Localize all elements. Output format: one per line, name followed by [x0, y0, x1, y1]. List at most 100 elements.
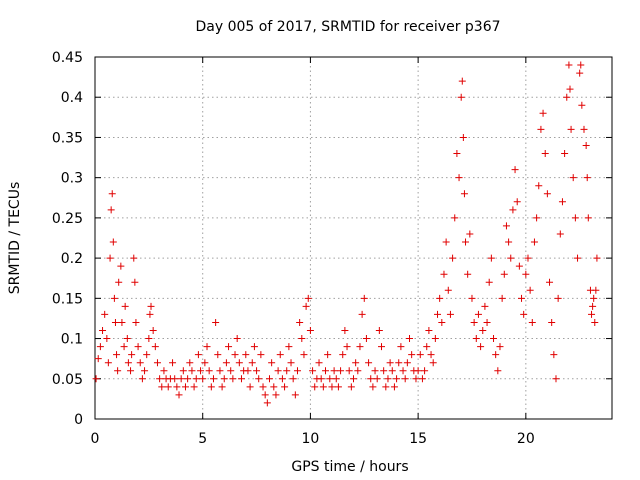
data-point	[390, 383, 398, 391]
data-point	[577, 61, 585, 69]
data-point	[146, 310, 154, 318]
data-point	[201, 359, 209, 367]
data-point	[278, 375, 286, 383]
data-point	[259, 383, 267, 391]
data-point	[132, 318, 140, 326]
data-point	[485, 278, 493, 286]
y-tick-label: 0	[74, 412, 83, 428]
data-point	[530, 238, 538, 246]
data-point	[386, 359, 394, 367]
data-point	[584, 214, 592, 222]
data-point	[246, 383, 254, 391]
data-point	[130, 254, 138, 262]
data-point	[128, 351, 136, 359]
data-point	[147, 302, 155, 310]
data-point	[414, 367, 422, 375]
data-point	[216, 367, 224, 375]
data-point	[121, 302, 129, 310]
data-point	[481, 302, 489, 310]
x-axis-label: GPS time / hours	[291, 459, 408, 475]
data-point	[272, 391, 280, 399]
data-point	[468, 294, 476, 302]
data-point	[242, 351, 250, 359]
data-point	[440, 270, 448, 278]
data-point	[507, 254, 515, 262]
data-point	[498, 294, 506, 302]
data-point	[588, 310, 596, 318]
data-point	[365, 359, 373, 367]
data-point	[397, 343, 405, 351]
data-point	[124, 359, 132, 367]
data-point	[524, 254, 532, 262]
data-point	[179, 367, 187, 375]
data-point	[492, 351, 500, 359]
data-point	[173, 383, 181, 391]
data-point	[326, 375, 334, 383]
data-point	[300, 351, 308, 359]
data-point	[515, 262, 523, 270]
data-point	[149, 327, 157, 335]
data-point	[470, 318, 478, 326]
data-point	[528, 318, 536, 326]
data-point	[188, 367, 196, 375]
data-point	[220, 375, 228, 383]
data-point	[263, 399, 271, 407]
data-point	[222, 359, 230, 367]
data-point	[151, 343, 159, 351]
data-point	[442, 238, 450, 246]
data-point	[563, 93, 571, 101]
data-point	[505, 238, 513, 246]
data-point	[283, 367, 291, 375]
data-point	[574, 254, 582, 262]
data-point	[558, 198, 566, 206]
axis-ticks: 0 0.05 0.1 0.15 0.2 0.25 0.3 0.35 0.4 0.45 0 5 10 15 2…	[52, 50, 612, 447]
data-point	[548, 318, 556, 326]
data-point	[541, 150, 549, 158]
data-point	[339, 351, 347, 359]
data-point	[438, 318, 446, 326]
data-point	[472, 335, 480, 343]
data-point	[583, 174, 591, 182]
data-point	[248, 359, 256, 367]
data-point	[401, 375, 409, 383]
data-point	[455, 174, 463, 182]
data-point	[431, 335, 439, 343]
data-point	[101, 310, 109, 318]
y-tick-label: 0.1	[61, 332, 83, 348]
data-point	[427, 351, 435, 359]
data-point	[109, 238, 117, 246]
data-point	[569, 174, 577, 182]
data-point	[104, 359, 112, 367]
data-point	[494, 367, 502, 375]
data-point	[317, 375, 325, 383]
data-points	[92, 61, 601, 407]
x-tick-label: 20	[517, 431, 535, 447]
data-point	[487, 254, 495, 262]
data-point	[115, 278, 123, 286]
data-point	[127, 367, 135, 375]
data-point	[192, 375, 200, 383]
data-point	[511, 166, 519, 174]
data-point	[592, 286, 600, 294]
data-point	[244, 367, 252, 375]
data-point	[483, 318, 491, 326]
data-point	[169, 359, 177, 367]
data-point	[347, 383, 355, 391]
data-point	[114, 367, 122, 375]
data-point	[143, 351, 151, 359]
data-point	[123, 335, 131, 343]
data-point	[496, 343, 504, 351]
data-point	[253, 367, 261, 375]
data-point	[429, 359, 437, 367]
data-point	[382, 383, 390, 391]
data-point	[311, 383, 319, 391]
data-point	[291, 391, 299, 399]
data-point	[235, 359, 243, 367]
data-point	[464, 270, 472, 278]
y-tick-label: 0.2	[61, 251, 83, 267]
data-point	[550, 351, 558, 359]
data-point	[446, 310, 454, 318]
y-tick-label: 0.15	[52, 291, 83, 307]
data-point	[522, 270, 530, 278]
